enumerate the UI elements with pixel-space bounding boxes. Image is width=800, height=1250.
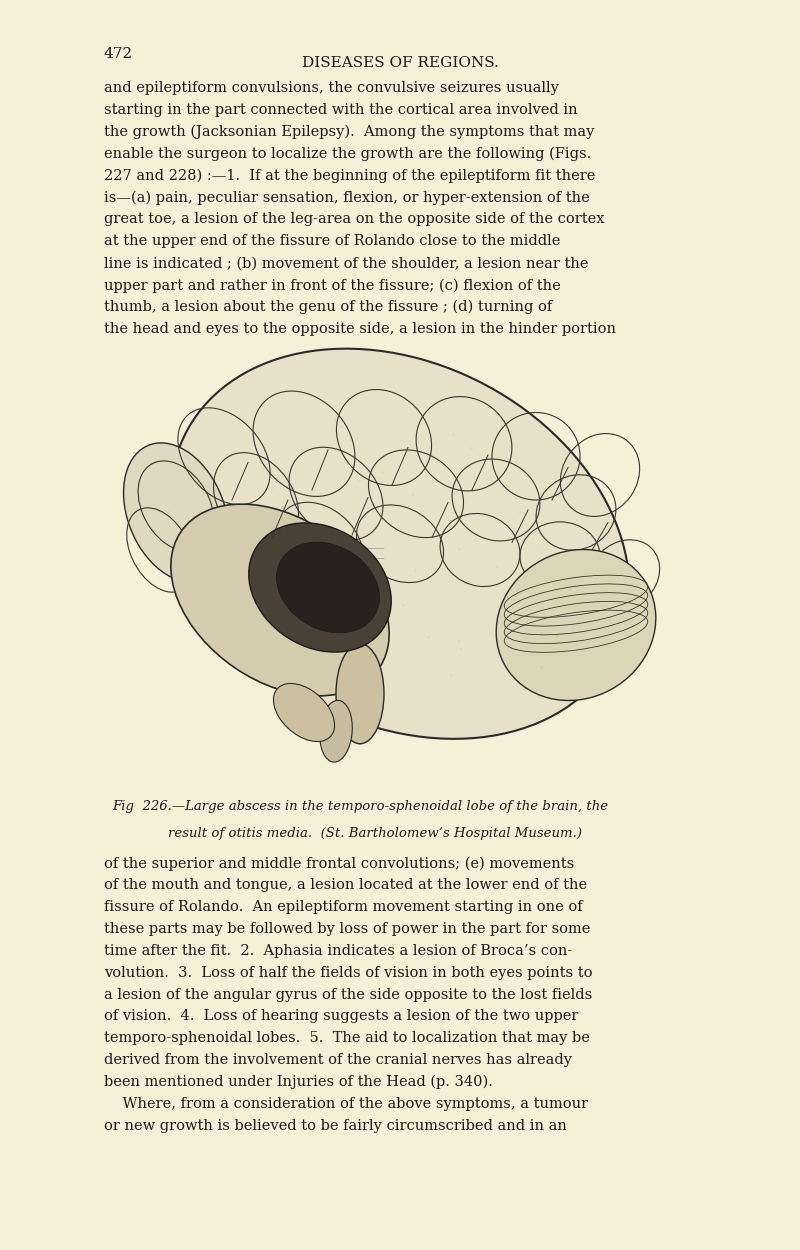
Text: these parts may be followed by loss of power in the part for some: these parts may be followed by loss of p… [104,922,590,936]
Text: been mentioned under Injuries of the Head (p. 340).: been mentioned under Injuries of the Hea… [104,1075,493,1090]
Ellipse shape [496,550,656,700]
Text: temporo-sphenoidal lobes.  5.  The aid to localization that may be: temporo-sphenoidal lobes. 5. The aid to … [104,1031,590,1045]
Ellipse shape [123,442,229,582]
Text: of the superior and middle frontal convolutions; (e) movements: of the superior and middle frontal convo… [104,856,574,871]
Text: enable the surgeon to localize the growth are the following (Figs.: enable the surgeon to localize the growt… [104,146,591,161]
Ellipse shape [277,542,379,632]
Text: of vision.  4.  Loss of hearing suggests a lesion of the two upper: of vision. 4. Loss of hearing suggests a… [104,1010,578,1024]
Text: Fig  226.—Large abscess in the temporo-sphenoidal lobe of the brain, the: Fig 226.—Large abscess in the temporo-sp… [112,800,608,812]
Text: derived from the involvement of the cranial nerves has already: derived from the involvement of the cran… [104,1052,572,1068]
Text: volution.  3.  Loss of half the fields of vision in both eyes points to: volution. 3. Loss of half the fields of … [104,965,593,980]
Text: at the upper end of the fissure of Rolando close to the middle: at the upper end of the fissure of Rolan… [104,235,560,249]
Text: the growth (Jacksonian Epilepsy).  Among the symptoms that may: the growth (Jacksonian Epilepsy). Among … [104,125,594,140]
Text: upper part and rather in front of the fissure; (c) flexion of the: upper part and rather in front of the fi… [104,278,561,292]
Ellipse shape [249,522,391,652]
Text: 227 and 228) :—1.  If at the beginning of the epileptiform fit there: 227 and 228) :—1. If at the beginning of… [104,169,595,184]
Text: great toe, a lesion of the leg-area on the opposite side of the cortex: great toe, a lesion of the leg-area on t… [104,213,605,226]
Text: the head and eyes to the opposite side, a lesion in the hinder portion: the head and eyes to the opposite side, … [104,321,616,336]
Text: starting in the part connected with the cortical area involved in: starting in the part connected with the … [104,102,578,118]
Text: result of otitis media.  (St. Bartholomew’s Hospital Museum.): result of otitis media. (St. Bartholomew… [168,828,582,840]
Text: and epileptiform convulsions, the convulsive seizures usually: and epileptiform convulsions, the convul… [104,81,559,95]
Text: thumb, a lesion about the genu of the fissure ; (d) turning of: thumb, a lesion about the genu of the fi… [104,300,552,315]
Text: fissure of Rolando.  An epileptiform movement starting in one of: fissure of Rolando. An epileptiform move… [104,900,582,914]
Text: DISEASES OF REGIONS.: DISEASES OF REGIONS. [302,56,498,70]
Ellipse shape [320,700,352,762]
Text: line is indicated ; (b) movement of the shoulder, a lesion near the: line is indicated ; (b) movement of the … [104,256,589,270]
Text: a lesion of the angular gyrus of the side opposite to the lost fields: a lesion of the angular gyrus of the sid… [104,988,592,1001]
Text: of the mouth and tongue, a lesion located at the lower end of the: of the mouth and tongue, a lesion locate… [104,878,587,892]
Ellipse shape [170,349,630,739]
Text: or new growth is believed to be fairly circumscribed and in an: or new growth is believed to be fairly c… [104,1119,567,1132]
Ellipse shape [171,504,389,696]
Ellipse shape [336,644,384,744]
Text: Where, from a consideration of the above symptoms, a tumour: Where, from a consideration of the above… [104,1098,588,1111]
Text: is—(a) pain, peculiar sensation, flexion, or hyper-extension of the: is—(a) pain, peculiar sensation, flexion… [104,190,590,205]
Ellipse shape [274,684,334,741]
Text: 472: 472 [104,48,133,61]
Text: time after the fit.  2.  Aphasia indicates a lesion of Broca’s con-: time after the fit. 2. Aphasia indicates… [104,944,572,958]
